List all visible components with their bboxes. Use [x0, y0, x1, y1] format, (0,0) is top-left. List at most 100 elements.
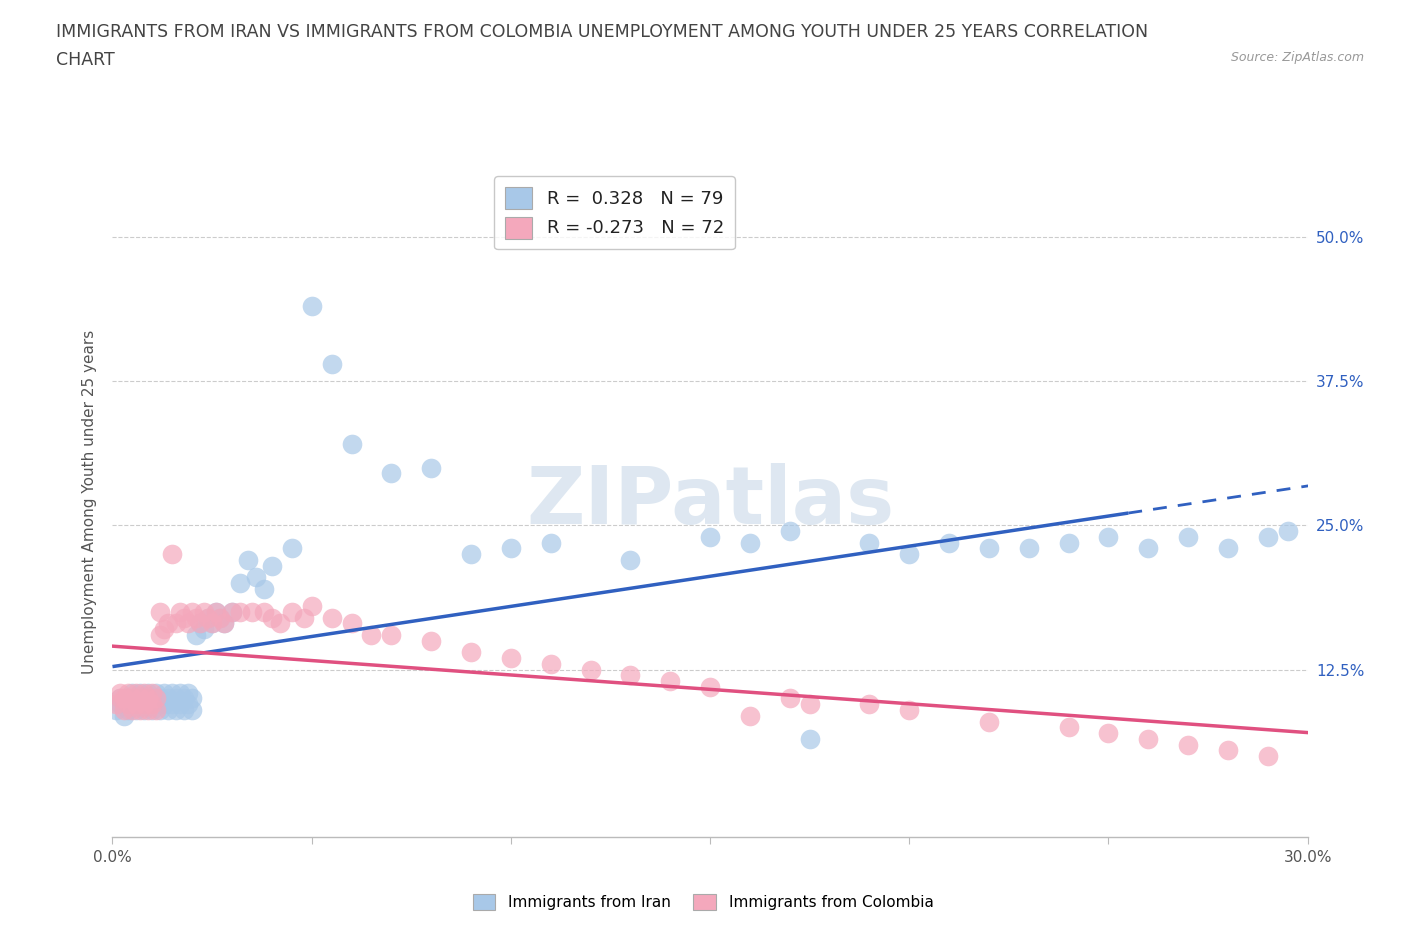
- Point: [173, 691, 195, 706]
- Point: [340, 616, 363, 631]
- Point: [162, 697, 183, 711]
- Point: [1216, 541, 1239, 556]
- Point: [208, 610, 231, 625]
- Point: [173, 610, 195, 625]
- Point: [260, 610, 283, 625]
- Point: [177, 685, 200, 700]
- Point: [134, 697, 156, 711]
- Point: [977, 541, 1000, 556]
- Point: [121, 685, 143, 700]
- Point: [1216, 743, 1239, 758]
- Point: [229, 576, 252, 591]
- Point: [619, 668, 641, 683]
- Point: [114, 709, 135, 724]
- Point: [141, 691, 163, 706]
- Point: [738, 535, 761, 550]
- Point: [201, 616, 224, 631]
- Point: [1057, 720, 1080, 735]
- Point: [197, 610, 219, 625]
- Point: [1277, 524, 1299, 538]
- Point: [129, 697, 152, 711]
- Point: [153, 622, 176, 637]
- Point: [117, 691, 139, 706]
- Point: [236, 552, 259, 567]
- Point: [229, 604, 252, 619]
- Point: [738, 709, 761, 724]
- Point: [340, 437, 363, 452]
- Point: [659, 673, 682, 688]
- Text: Source: ZipAtlas.com: Source: ZipAtlas.com: [1230, 51, 1364, 64]
- Point: [165, 691, 187, 706]
- Text: IMMIGRANTS FROM IRAN VS IMMIGRANTS FROM COLOMBIA UNEMPLOYMENT AMONG YOUTH UNDER : IMMIGRANTS FROM IRAN VS IMMIGRANTS FROM …: [56, 23, 1149, 41]
- Point: [301, 599, 323, 614]
- Point: [105, 702, 128, 717]
- Point: [110, 691, 132, 706]
- Point: [145, 702, 167, 717]
- Text: CHART: CHART: [56, 51, 115, 69]
- Point: [138, 697, 160, 711]
- Legend: Immigrants from Iran, Immigrants from Colombia: Immigrants from Iran, Immigrants from Co…: [465, 886, 941, 918]
- Point: [193, 604, 215, 619]
- Point: [145, 685, 167, 700]
- Point: [779, 691, 801, 706]
- Point: [292, 610, 315, 625]
- Point: [205, 604, 228, 619]
- Point: [197, 610, 219, 625]
- Point: [129, 702, 152, 717]
- Point: [1097, 529, 1119, 544]
- Point: [110, 691, 132, 706]
- Point: [212, 616, 235, 631]
- Point: [212, 616, 235, 631]
- Point: [149, 604, 172, 619]
- Point: [281, 541, 304, 556]
- Point: [121, 691, 143, 706]
- Point: [188, 616, 211, 631]
- Point: [799, 731, 821, 746]
- Point: [938, 535, 960, 550]
- Point: [125, 697, 148, 711]
- Point: [157, 702, 180, 717]
- Point: [977, 714, 1000, 729]
- Point: [141, 697, 163, 711]
- Point: [138, 702, 160, 717]
- Point: [898, 702, 921, 717]
- Point: [858, 697, 880, 711]
- Point: [114, 697, 135, 711]
- Point: [105, 697, 128, 711]
- Point: [1018, 541, 1040, 556]
- Y-axis label: Unemployment Among Youth under 25 years: Unemployment Among Youth under 25 years: [82, 330, 97, 674]
- Point: [186, 628, 208, 643]
- Point: [129, 685, 152, 700]
- Point: [779, 524, 801, 538]
- Point: [162, 685, 183, 700]
- Point: [141, 702, 163, 717]
- Point: [149, 628, 172, 643]
- Point: [269, 616, 291, 631]
- Point: [540, 535, 562, 550]
- Point: [134, 685, 156, 700]
- Point: [221, 604, 243, 619]
- Point: [138, 685, 160, 700]
- Point: [898, 547, 921, 562]
- Point: [253, 604, 276, 619]
- Point: [145, 691, 167, 706]
- Point: [125, 702, 148, 717]
- Point: [1257, 749, 1279, 764]
- Point: [460, 644, 482, 659]
- Point: [499, 651, 522, 666]
- Point: [177, 697, 200, 711]
- Point: [114, 691, 135, 706]
- Point: [125, 691, 148, 706]
- Point: [799, 697, 821, 711]
- Point: [460, 547, 482, 562]
- Point: [181, 702, 204, 717]
- Point: [165, 616, 187, 631]
- Point: [149, 691, 172, 706]
- Point: [169, 697, 191, 711]
- Point: [117, 697, 139, 711]
- Point: [117, 702, 139, 717]
- Point: [193, 622, 215, 637]
- Point: [153, 697, 176, 711]
- Point: [188, 616, 211, 631]
- Point: [420, 460, 443, 475]
